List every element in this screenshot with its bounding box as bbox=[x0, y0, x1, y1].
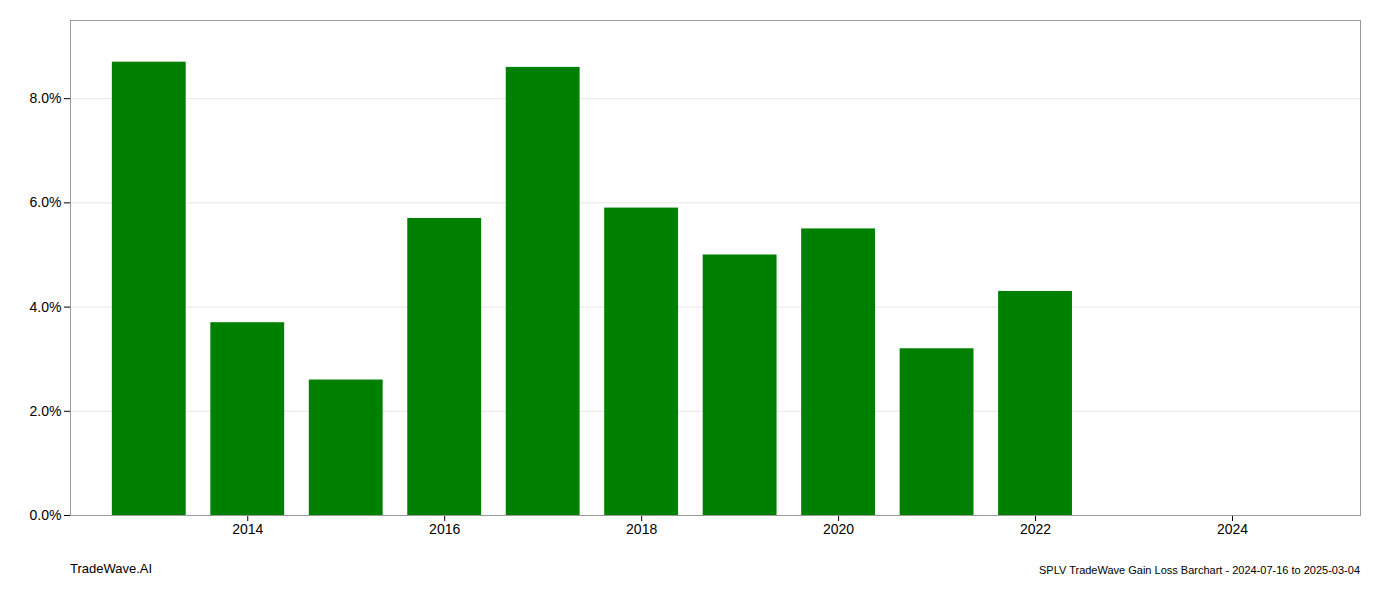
html-text:TradeWave.AI: TradeWave.AI bbox=[70, 561, 153, 576]
svg-text:2018: 2018 bbox=[626, 521, 657, 537]
svg-text:8.0%: 8.0% bbox=[30, 90, 62, 106]
svg-text:2014: 2014 bbox=[232, 521, 263, 537]
svg-text:0.0%: 0.0% bbox=[30, 507, 62, 523]
svg-text:2024: 2024 bbox=[1217, 521, 1248, 537]
html-text:SPLV TradeWave Gain Loss Barch: SPLV TradeWave Gain Loss Barchart - 2024… bbox=[1039, 564, 1360, 576]
svg-text:2016: 2016 bbox=[429, 521, 460, 537]
svg-text:2022: 2022 bbox=[1020, 521, 1051, 537]
svg-text:2020: 2020 bbox=[823, 521, 854, 537]
svg-text:6.0%: 6.0% bbox=[30, 194, 62, 210]
svg-text:2.0%: 2.0% bbox=[30, 403, 62, 419]
svg-text:4.0%: 4.0% bbox=[30, 299, 62, 315]
